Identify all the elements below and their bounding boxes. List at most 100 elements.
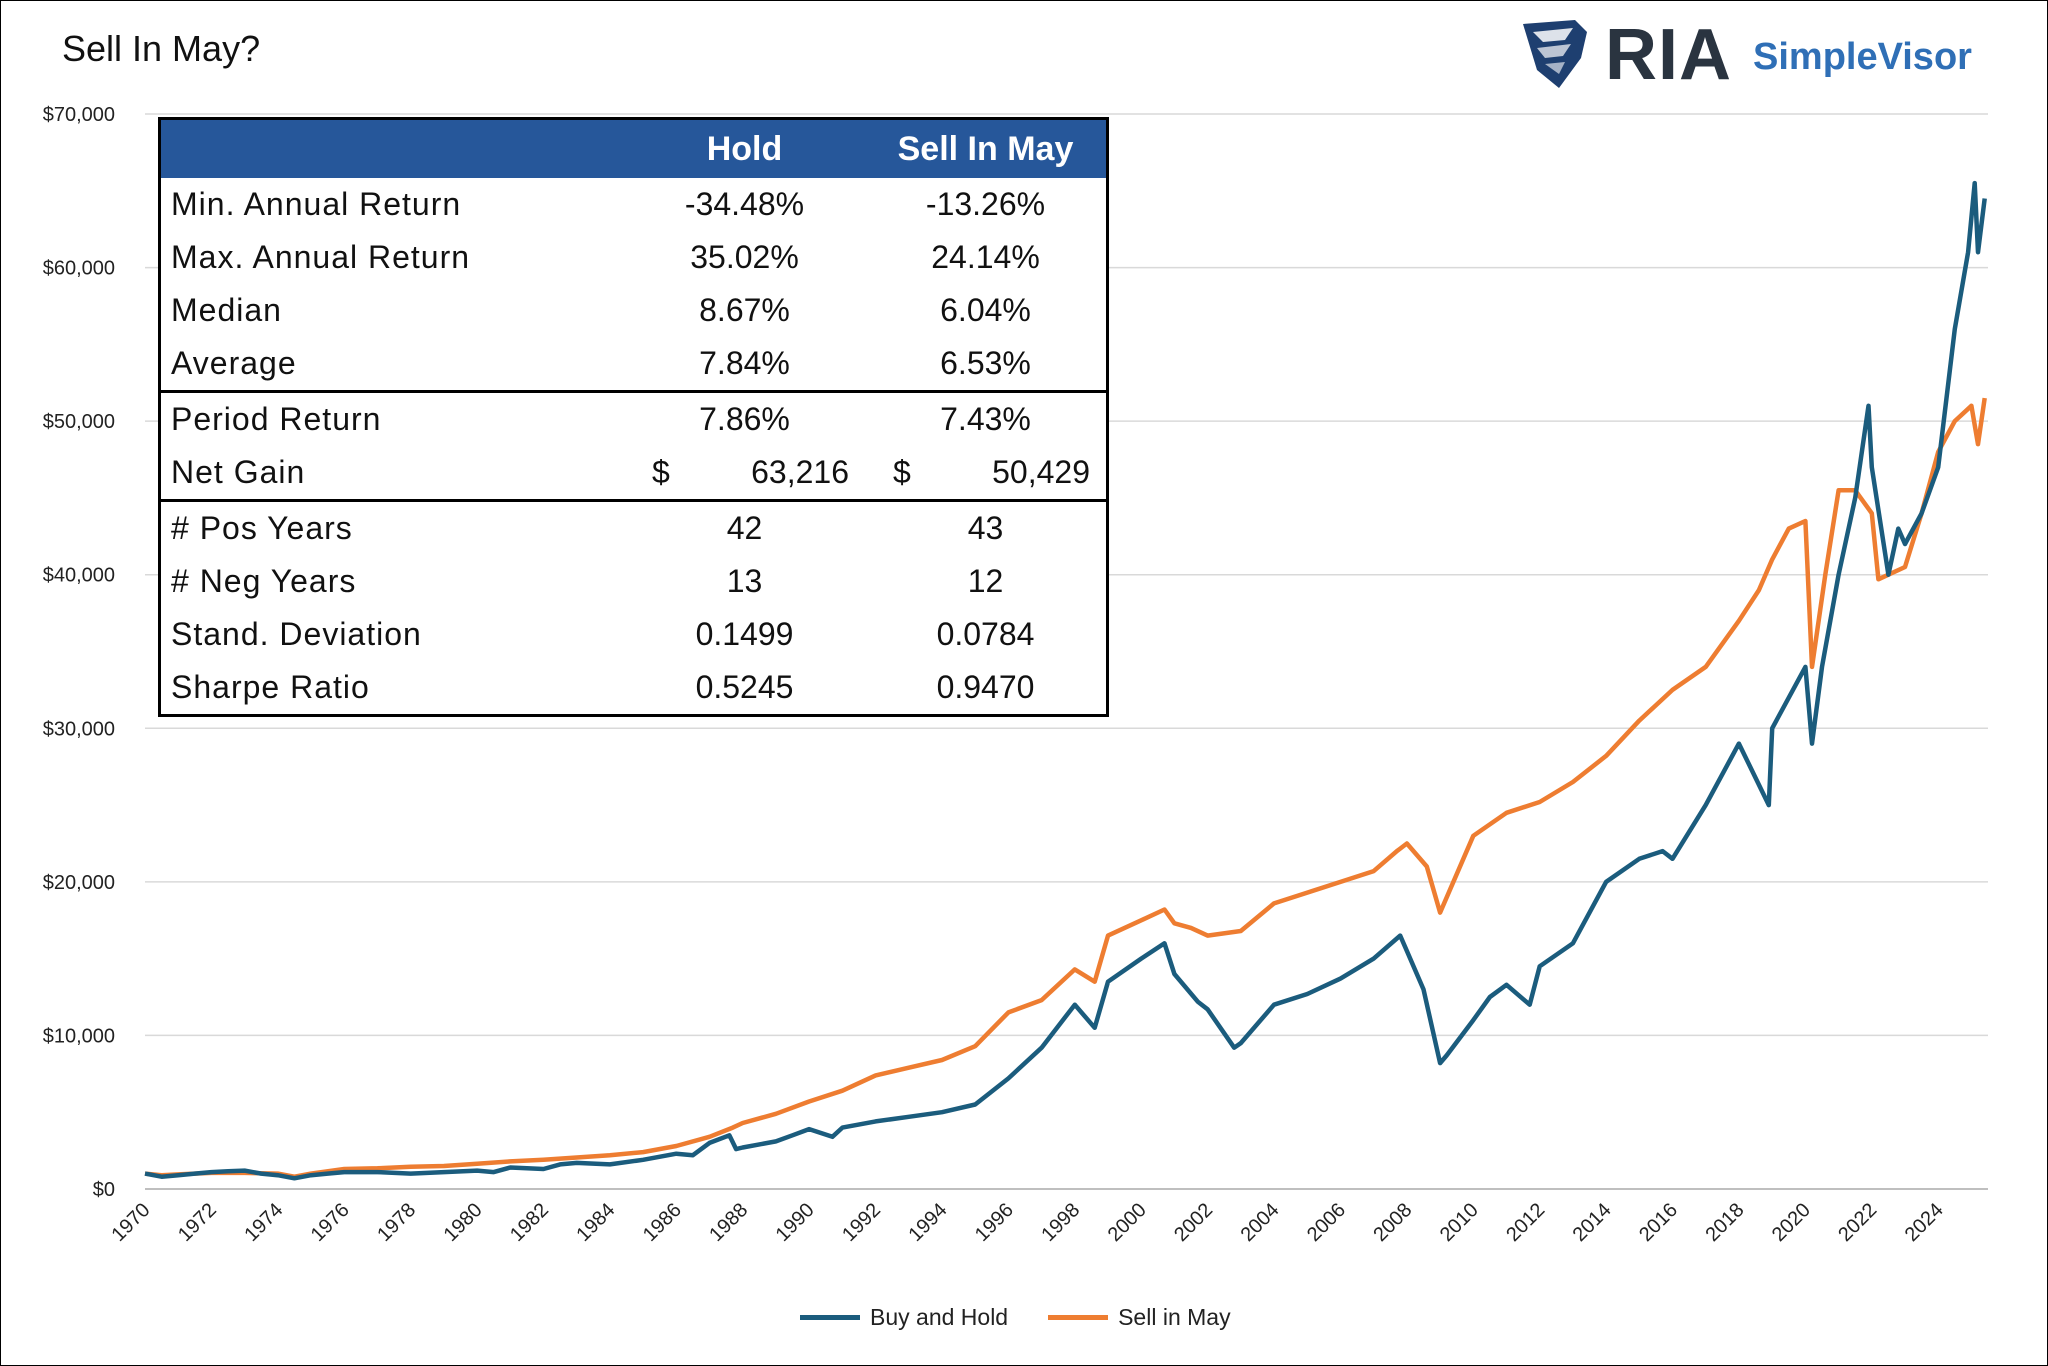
x-tick-label: 1978 [373, 1199, 420, 1246]
logo-brand: RIA [1605, 15, 1732, 95]
hold-value: 7.84% [699, 345, 790, 381]
sim-value: 6.53% [940, 345, 1031, 381]
row-label: Period Return [159, 390, 624, 446]
hold-value: $63,216 [624, 446, 865, 501]
stats-header-blank [159, 118, 624, 178]
x-tick-label: 1998 [1037, 1199, 1084, 1246]
x-tick-label: 1976 [307, 1199, 354, 1246]
x-tick-label: 2016 [1635, 1199, 1682, 1246]
net-gain-sim: 50,429 [992, 454, 1090, 490]
stats-row: Sharpe Ratio 0.5245 0.9470 [160, 661, 1108, 716]
sim-value: 12 [967, 563, 1004, 599]
x-tick-label: 2014 [1569, 1199, 1616, 1246]
net-gain-hold: 63,216 [751, 454, 849, 490]
x-tick-label: 1972 [174, 1199, 221, 1246]
x-tick-label: 1982 [506, 1199, 553, 1246]
x-tick-label: 2000 [1104, 1199, 1151, 1246]
hold-value: 42 [624, 499, 865, 555]
hold-value: 13 [726, 563, 763, 599]
hold-value: 0.1499 [695, 616, 794, 652]
sim-value: 43 [865, 499, 1108, 555]
x-tick-label: 2012 [1502, 1199, 1549, 1246]
row-label: Max. Annual Return [171, 239, 471, 275]
y-axis-ticks: $0 $10,000 $20,000 $30,000 $40,000 $50,000 $60… [43, 104, 115, 1201]
x-tick-label: 2006 [1303, 1199, 1350, 1246]
legend-item-sell-in-may: Sell in May [1048, 1304, 1231, 1331]
x-tick-label: 1974 [240, 1199, 287, 1246]
row-label: Net Gain [171, 454, 306, 490]
y-tick-label: $40,000 [43, 565, 115, 587]
sim-value: 6.04% [940, 292, 1031, 328]
x-tick-label: 2024 [1901, 1199, 1948, 1246]
y-tick-label: $0 [93, 1179, 115, 1201]
x-tick-label: 2002 [1170, 1199, 1217, 1246]
hold-value: 7.86% [624, 390, 865, 446]
series-line-sell-in-may [144, 397, 1987, 1179]
sim-value: -13.26% [925, 186, 1046, 222]
y-tick-label: $50,000 [43, 411, 115, 433]
eagle-shield-icon [1523, 20, 1587, 88]
x-tick-label: 1994 [904, 1199, 951, 1246]
legend-swatch [800, 1315, 860, 1320]
legend-label: Buy and Hold [870, 1304, 1009, 1330]
x-tick-label: 1984 [572, 1199, 619, 1246]
x-tick-label: 1990 [772, 1199, 819, 1246]
stats-row: Max. Annual Return 35.02% 24.14% [160, 231, 1108, 284]
ria-logo: RIA SimpleVisor [1515, 15, 1995, 95]
x-tick-label: 2010 [1436, 1199, 1483, 1246]
x-tick-label: 1980 [440, 1199, 487, 1246]
stats-header-row: Hold Sell In May [159, 118, 1108, 178]
x-tick-label: 1996 [971, 1199, 1018, 1246]
row-label: Average [171, 345, 297, 381]
hold-value: 0.5245 [695, 669, 794, 705]
row-label: Stand. Deviation [171, 616, 422, 652]
row-label: Min. Annual Return [171, 186, 462, 222]
x-tick-label: 2004 [1237, 1199, 1284, 1246]
stats-row: Stand. Deviation 0.1499 0.0784 [160, 608, 1108, 661]
y-tick-label: $20,000 [43, 872, 115, 894]
x-tick-label: 2008 [1369, 1199, 1416, 1246]
stats-row: Min. Annual Return -34.48% -13.26% [160, 178, 1108, 231]
stats-header-hold: Hold [624, 118, 865, 178]
hold-value: 35.02% [690, 239, 799, 275]
y-tick-label: $10,000 [43, 1025, 115, 1047]
chart-title: Sell In May? [62, 28, 261, 69]
x-tick-label: 2018 [1701, 1199, 1748, 1246]
x-tick-label: 1988 [705, 1199, 752, 1246]
stats-row: Period Return 7.86% 7.43% [159, 390, 1108, 446]
row-label: Median [171, 292, 282, 328]
stats-row: Average 7.84% 6.53% [160, 337, 1108, 392]
currency-symbol: $ [893, 454, 911, 490]
logo-product: SimpleVisor [1753, 36, 1972, 78]
stats-row: # Pos Years 42 43 [159, 499, 1108, 555]
x-tick-label: 1970 [108, 1199, 155, 1246]
row-label: # Neg Years [171, 563, 357, 599]
legend-swatch [1048, 1315, 1109, 1320]
row-label: # Pos Years [159, 499, 624, 555]
row-label: Sharpe Ratio [171, 669, 370, 705]
currency-symbol: $ [652, 454, 670, 490]
x-tick-label: 1986 [639, 1199, 686, 1246]
x-tick-label: 2020 [1768, 1199, 1815, 1246]
stats-table: Hold Sell In May Min. Annual Return -34.4… [158, 117, 1109, 717]
x-tick-label: 2022 [1834, 1199, 1881, 1246]
sim-value: 24.14% [931, 239, 1040, 275]
stats-row: Net Gain $63,216 $50,429 [160, 446, 1108, 501]
sim-value: 7.43% [865, 390, 1108, 446]
hold-value: -34.48% [684, 186, 805, 222]
legend-item-buy-and-hold: Buy and Hold [800, 1304, 1008, 1331]
chart-legend: Buy and Hold Sell in May [800, 1304, 1231, 1331]
x-tick-label: 1992 [838, 1199, 885, 1246]
stats-header-sell-in-may: Sell In May [865, 118, 1108, 178]
stats-row: Median 8.67% 6.04% [160, 284, 1108, 337]
sim-value: $50,429 [865, 446, 1108, 501]
hold-value: 8.67% [699, 292, 790, 328]
series-line-buy-and-hold [144, 180, 1987, 1181]
legend-label: Sell in May [1118, 1304, 1231, 1330]
x-axis-ticks: 1970 1972 1974 1976 1978 1980 1982 1984 1986 1988… [108, 1199, 1948, 1246]
y-tick-label: $70,000 [43, 104, 115, 126]
sim-value: 0.0784 [936, 616, 1035, 652]
y-tick-label: $60,000 [43, 258, 115, 280]
y-tick-label: $30,000 [43, 718, 115, 740]
stats-row: # Neg Years 13 12 [160, 555, 1108, 608]
